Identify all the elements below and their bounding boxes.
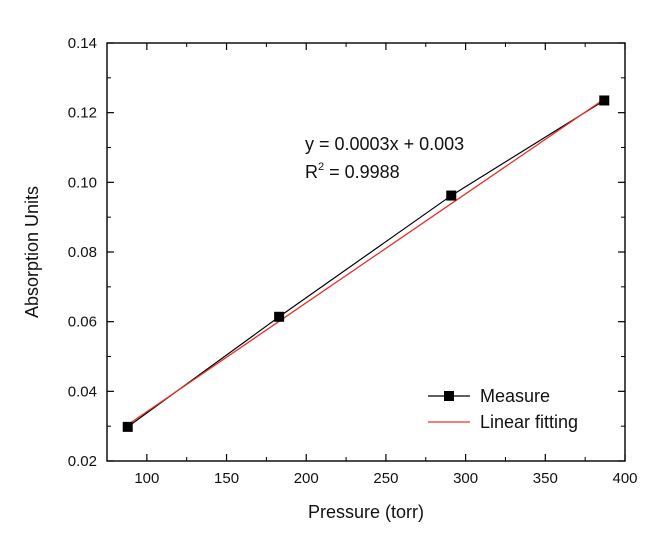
legend-measure-label: Measure [480, 386, 550, 406]
x-tick-label: 150 [214, 470, 239, 487]
x-tick-label: 250 [373, 470, 398, 487]
measure-point [446, 190, 457, 201]
r-squared: R2 = 0.9988 [305, 161, 400, 182]
y-tick-label: 0.04 [68, 383, 97, 400]
x-tick-label: 100 [134, 470, 159, 487]
legend-linear-fitting-label: Linear fitting [480, 412, 578, 432]
measure-point [599, 95, 610, 106]
measure-point [122, 421, 133, 432]
x-tick-label: 350 [533, 470, 558, 487]
legend: Measure Linear fitting [428, 386, 578, 432]
y-tick-label: 0.14 [68, 35, 97, 52]
x-axis-label: Pressure (torr) [308, 502, 424, 522]
r-squared-prefix: R [305, 162, 318, 182]
y-tick-label: 0.02 [68, 453, 97, 470]
r-squared-value: = 0.9988 [324, 162, 400, 182]
x-tick-label: 200 [294, 470, 319, 487]
measure-series-line [127, 99, 605, 428]
x-tick-label: 300 [453, 470, 478, 487]
linear-fitting-line [127, 98, 605, 426]
y-tick-label: 0.10 [68, 174, 97, 191]
measure-point [274, 311, 285, 322]
y-axis-ticks: 0.02 0.04 0.06 0.08 0.10 0.12 0.14 [68, 35, 625, 470]
y-axis-label: Absorption Units [22, 186, 42, 318]
x-tick-label: 400 [612, 470, 637, 487]
legend-measure-marker [444, 391, 454, 401]
y-tick-label: 0.08 [68, 244, 97, 261]
fit-equation: y = 0.0003x + 0.003 [305, 134, 464, 154]
r-squared-superscript: 2 [318, 161, 324, 173]
x-axis-ticks: 100 150 200 250 300 350 400 [134, 43, 638, 487]
series-layer [122, 95, 610, 432]
y-tick-label: 0.12 [68, 105, 97, 122]
y-tick-label: 0.06 [68, 314, 97, 331]
